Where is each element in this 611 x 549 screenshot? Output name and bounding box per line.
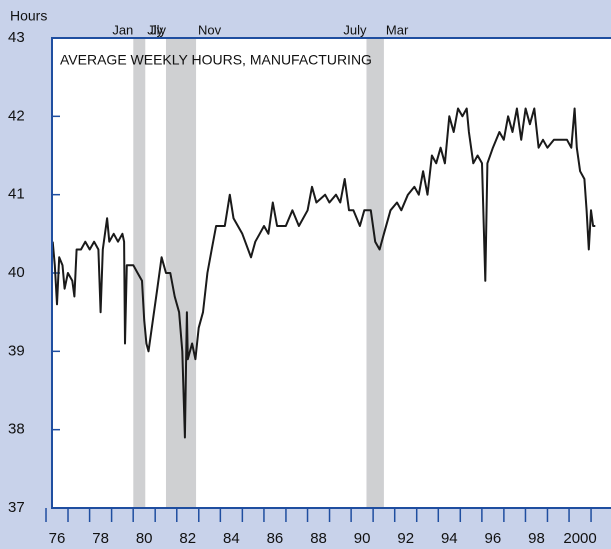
y-tick-label: 40 xyxy=(8,264,25,281)
x-tick-label: 86 xyxy=(267,530,284,547)
x-tick-label: 96 xyxy=(485,530,502,547)
recession-label: Mar xyxy=(386,22,409,37)
y-tick-label: 41 xyxy=(8,186,25,203)
x-tick-label: 88 xyxy=(310,530,327,547)
y-tick-label: 37 xyxy=(8,499,25,516)
x-tick-label: 76 xyxy=(49,530,66,547)
x-tick-label: 80 xyxy=(136,530,153,547)
y-tick-label: 42 xyxy=(8,107,25,124)
chart-title: AVERAGE WEEKLY HOURS, MANUFACTURING xyxy=(60,52,372,68)
recession-band xyxy=(366,39,384,507)
x-tick-label: 2000 xyxy=(563,530,596,547)
x-tick-label: 90 xyxy=(354,530,371,547)
x-tick-label: 98 xyxy=(528,530,545,547)
x-tick-label: 82 xyxy=(179,530,196,547)
data-line xyxy=(53,107,596,439)
recession-label: Jan xyxy=(112,22,133,37)
recession-band xyxy=(133,39,146,507)
y-tick-label: 39 xyxy=(8,342,25,359)
recession-label: Jly xyxy=(147,22,163,37)
x-tick-label: 94 xyxy=(441,530,458,547)
y-axis-label: Hours xyxy=(10,8,47,24)
x-tick-label: 84 xyxy=(223,530,240,547)
y-tick-label: 38 xyxy=(8,421,25,438)
x-tick-label: 92 xyxy=(397,530,414,547)
x-tick-label: 78 xyxy=(92,530,109,547)
recession-label: Jly xyxy=(150,22,166,37)
recession-label: July xyxy=(343,22,367,37)
y-tick-label: 43 xyxy=(8,29,25,46)
recession-label: Nov xyxy=(198,22,222,37)
